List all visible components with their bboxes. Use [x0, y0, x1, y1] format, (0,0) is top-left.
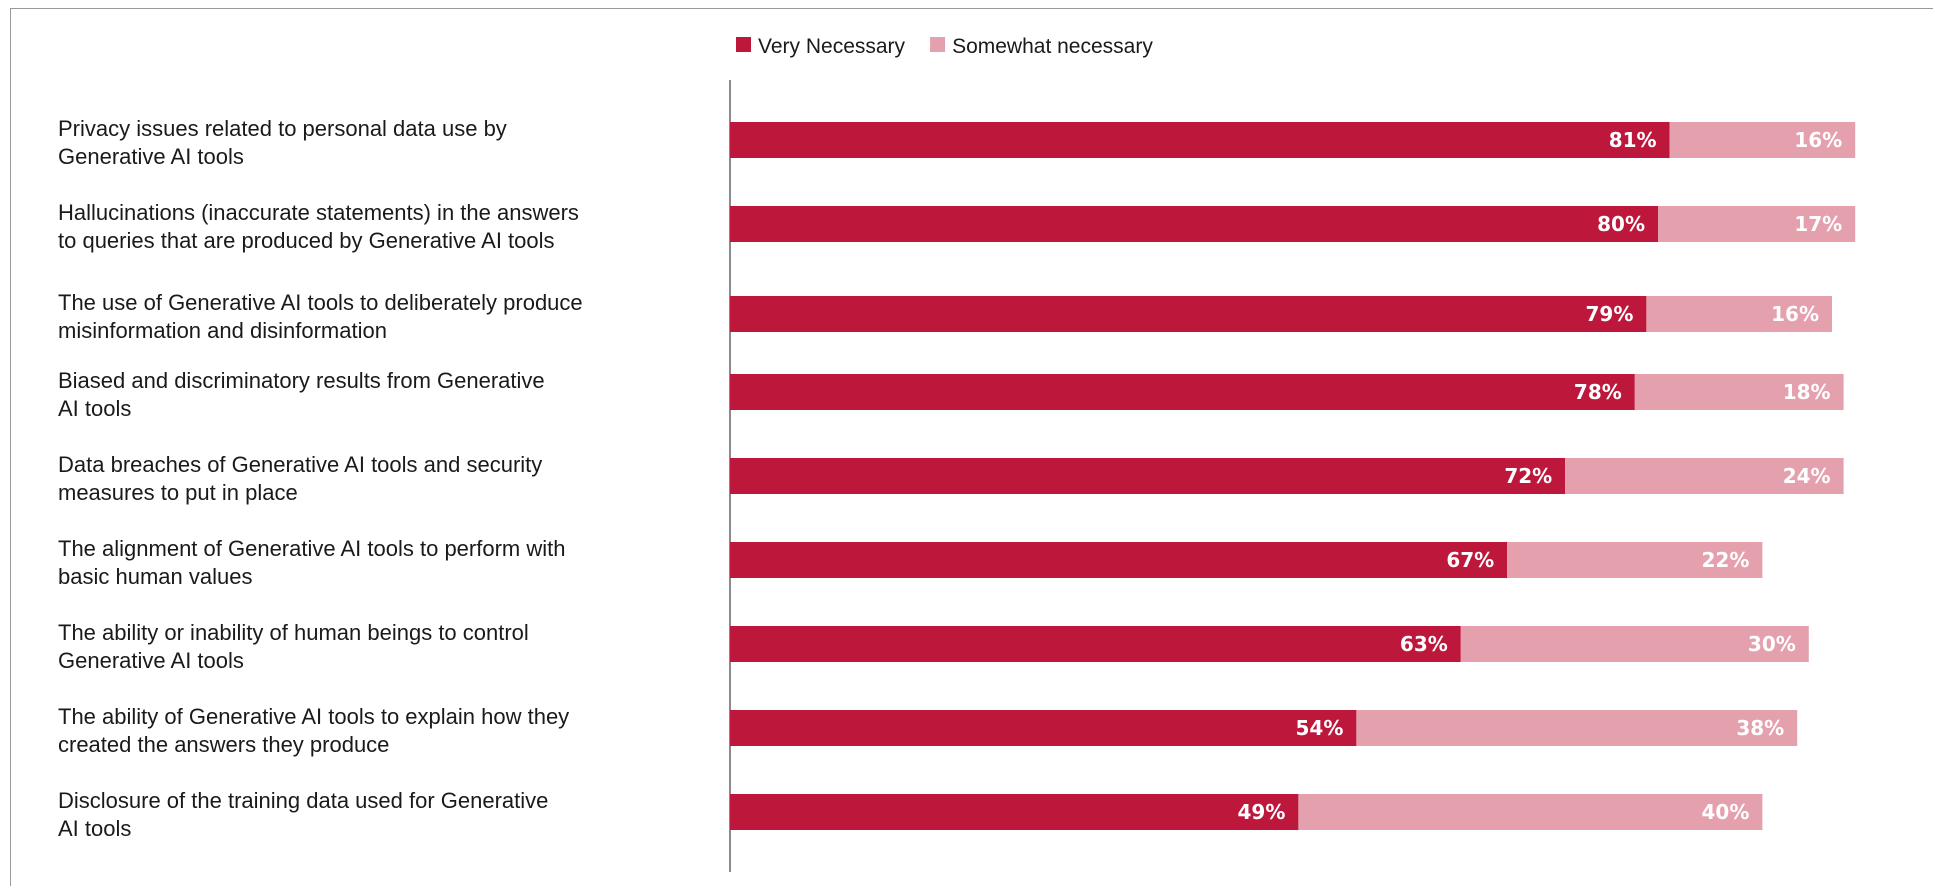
bar-segment-1	[1507, 542, 1763, 578]
category-label-line: The use of Generative AI tools to delibe…	[58, 290, 583, 315]
legend-label-1: Somewhat necessary	[952, 35, 1153, 58]
data-label: 24%	[1783, 464, 1831, 488]
category-label-line: to queries that are produced by Generati…	[58, 228, 555, 253]
bar-segment-0	[730, 626, 1461, 662]
data-label: 79%	[1586, 302, 1634, 326]
category-label-line: Data breaches of Generative AI tools and…	[58, 452, 542, 477]
category-label-line: Privacy issues related to personal data …	[58, 116, 507, 141]
data-label: 54%	[1296, 716, 1344, 740]
bar-segment-0	[730, 122, 1670, 158]
bar-segment-1	[1646, 296, 1832, 332]
category-label: Hallucinations (inaccurate statements) i…	[58, 200, 579, 253]
data-label: 18%	[1783, 380, 1831, 404]
bars: 81% 16% 80% 17% 79% 16% 78% 18% 72% 24% 67% 22% 63% 3…	[730, 122, 1856, 830]
category-label-line: Disclosure of the training data used for…	[58, 788, 548, 813]
category-label-line: measures to put in place	[58, 480, 298, 505]
data-label: 67%	[1446, 548, 1494, 572]
category-labels: Privacy issues related to personal data …	[58, 116, 583, 841]
category-label: Biased and discriminatory results from G…	[58, 368, 545, 421]
category-label-line: Biased and discriminatory results from G…	[58, 368, 545, 393]
data-label: 38%	[1736, 716, 1784, 740]
category-label: The ability or inability of human beings…	[58, 620, 529, 673]
category-label-line: The alignment of Generative AI tools to …	[58, 536, 565, 561]
category-label: The ability of Generative AI tools to ex…	[58, 704, 569, 757]
data-label: 30%	[1748, 632, 1796, 656]
bar-segment-1	[1356, 710, 1798, 746]
category-label-line: misinformation and disinformation	[58, 318, 387, 343]
legend: Very Necessary Somewhat necessary	[736, 35, 1153, 58]
data-label: 63%	[1400, 632, 1448, 656]
bar-segment-1	[1658, 206, 1856, 242]
data-label: 81%	[1609, 128, 1657, 152]
bar-segment-0	[730, 296, 1647, 332]
bar-segment-1	[1565, 458, 1844, 494]
category-label: Privacy issues related to personal data …	[58, 116, 507, 169]
category-label: Disclosure of the training data used for…	[58, 788, 548, 841]
bar-segment-0	[730, 710, 1357, 746]
category-label-line: created the answers they produce	[58, 732, 389, 757]
category-label: Data breaches of Generative AI tools and…	[58, 452, 542, 505]
data-label: 17%	[1794, 212, 1842, 236]
data-label: 16%	[1771, 302, 1819, 326]
category-label-line: AI tools	[58, 396, 131, 421]
bar-segment-1	[1298, 794, 1763, 830]
bar-segment-0	[730, 542, 1508, 578]
data-label: 40%	[1702, 800, 1750, 824]
data-label: 80%	[1597, 212, 1645, 236]
data-label: 49%	[1238, 800, 1286, 824]
legend-swatch-1	[930, 37, 946, 52]
legend-swatch-0	[736, 37, 751, 52]
bar-segment-0	[730, 374, 1635, 410]
category-label-line: The ability of Generative AI tools to ex…	[58, 704, 569, 729]
data-label: 16%	[1794, 128, 1842, 152]
category-label-line: AI tools	[58, 816, 131, 841]
bar-segment-0	[730, 206, 1658, 242]
category-label-line: The ability or inability of human beings…	[58, 620, 529, 645]
legend-label-0: Very Necessary	[758, 35, 906, 58]
bar-segment-0	[730, 458, 1566, 494]
chart-frame	[10, 8, 1933, 886]
data-label: 72%	[1504, 464, 1552, 488]
bar-segment-1	[1460, 626, 1809, 662]
bar-segment-0	[730, 794, 1299, 830]
data-label: 22%	[1702, 548, 1750, 572]
category-label: The alignment of Generative AI tools to …	[58, 536, 565, 589]
bar-segment-1	[1669, 122, 1856, 158]
category-label-line: Hallucinations (inaccurate statements) i…	[58, 200, 579, 225]
category-label: The use of Generative AI tools to delibe…	[58, 290, 583, 343]
bar-segment-1	[1634, 374, 1844, 410]
data-label: 78%	[1574, 380, 1622, 404]
category-label-line: Generative AI tools	[58, 648, 244, 673]
category-label-line: basic human values	[58, 564, 252, 589]
category-label-line: Generative AI tools	[58, 144, 244, 169]
